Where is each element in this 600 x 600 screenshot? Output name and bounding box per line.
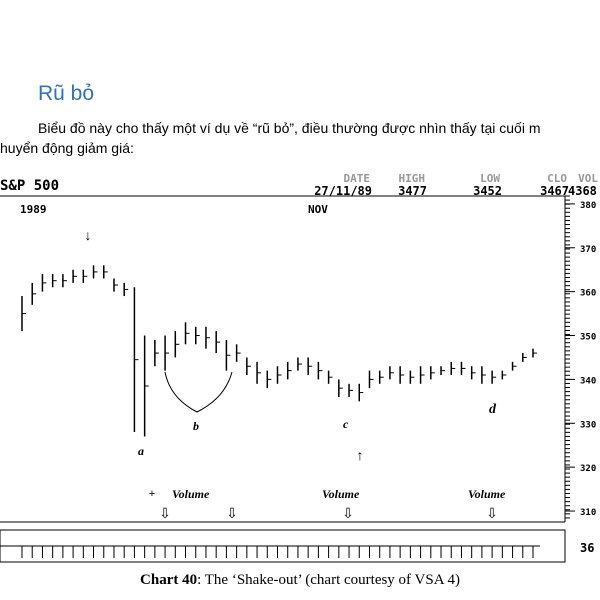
chart-title: S&P 500 (0, 178, 59, 194)
header-label: HIGH (399, 172, 426, 185)
arrows: ↓ ↑ + ⇩ ⇩ ⇩ ⇩ (85, 227, 498, 521)
header-label: DATE (344, 172, 371, 185)
arrow: ⇩ (486, 505, 498, 521)
volume-note: Volume (468, 487, 506, 501)
header-value: 3477 (398, 184, 427, 198)
arrow: ⇩ (159, 505, 171, 521)
arrow: ⇩ (342, 505, 354, 521)
y-tick-label: 350 (580, 333, 596, 343)
header-value: 3467 (540, 184, 569, 198)
header-label: LOW (480, 172, 500, 185)
caption: Chart 40: The ‘Shake-out’ (chart courtes… (140, 572, 460, 588)
arrow: + (149, 488, 155, 500)
header-value: 3452 (473, 184, 502, 198)
volume-axis-label: 36 (580, 541, 594, 555)
month-label: NOV (308, 203, 328, 216)
y-tick-label: 320 (580, 464, 596, 474)
y-tick-label: 330 (580, 420, 596, 430)
volume-note: Volume (172, 487, 210, 501)
header-value: 4368 (568, 184, 597, 198)
heading: Rũ bỏ (38, 82, 94, 105)
y-tick-label: 340 (580, 376, 596, 386)
year-label: 1989 (20, 203, 47, 216)
y-tick-label: 310 (580, 508, 596, 518)
annotation: d (489, 402, 497, 417)
annotation: a (138, 444, 144, 458)
y-tick-label: 370 (580, 245, 596, 255)
arrow: ↓ (85, 227, 92, 243)
paragraph-line: huyển động giảm giá: (0, 140, 134, 156)
caption-text: : The ‘Shake-out’ (chart courtesy of VSA… (197, 572, 460, 588)
arrow: ⇩ (226, 505, 238, 521)
bracket (164, 371, 233, 413)
caption-label: Chart 40 (140, 572, 197, 588)
volume-note: Volume (322, 487, 360, 501)
paragraph-line: Biểu đồ này cho thấy một ví dụ về “rũ bỏ… (38, 120, 540, 136)
arrow: ↑ (357, 447, 364, 463)
header-value: 27/11/89 (314, 184, 372, 198)
header-label: VOL (578, 172, 598, 185)
annotation: c (343, 417, 349, 431)
y-tick-label: 360 (580, 289, 596, 299)
header-label: CLO (547, 172, 567, 185)
y-tick-label: 380 (580, 201, 596, 211)
volume-frame (0, 529, 566, 563)
annotation: b (193, 419, 199, 433)
